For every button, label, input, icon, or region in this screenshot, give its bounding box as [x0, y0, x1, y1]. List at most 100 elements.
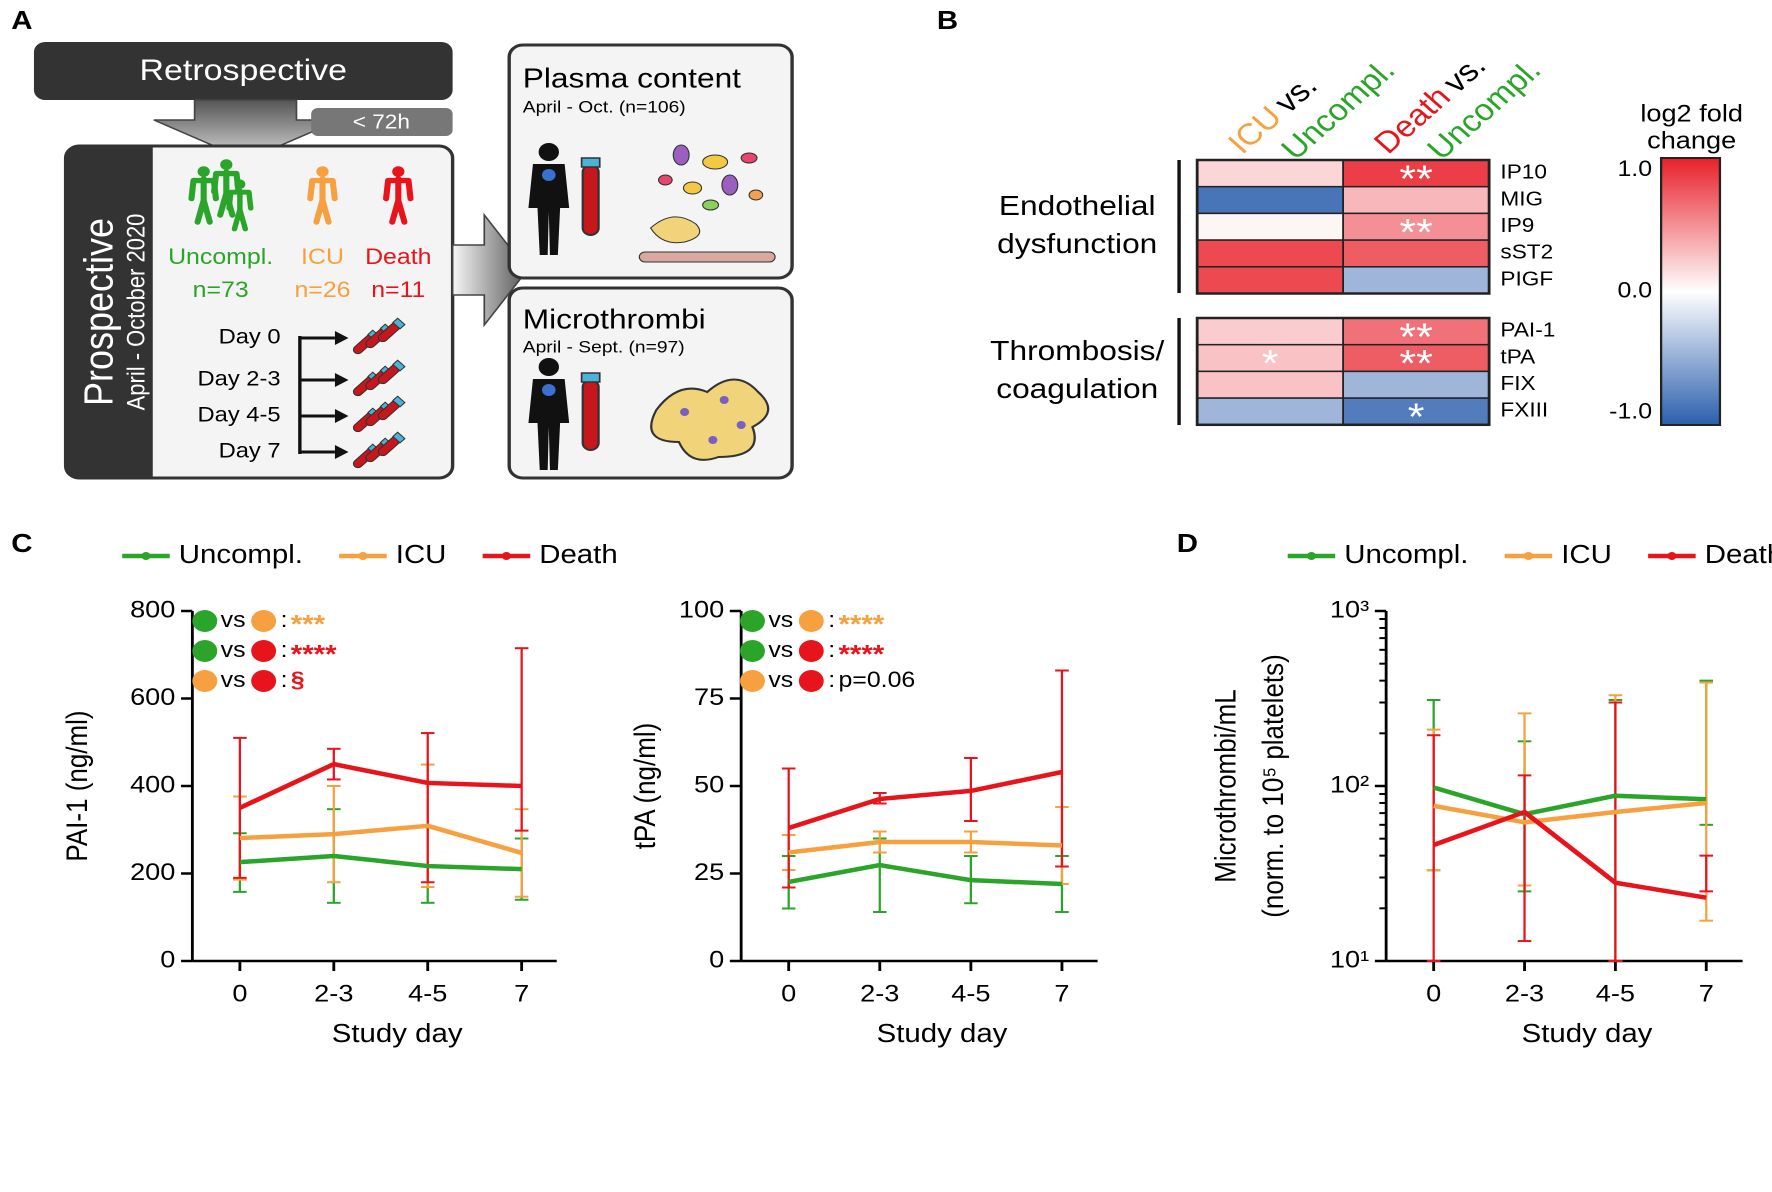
person-head	[197, 166, 210, 178]
sig-vs: vs	[768, 667, 793, 691]
series-line	[239, 853, 522, 872]
y-tick-label: 10²	[1330, 772, 1370, 798]
group-label: Thrombosis/	[990, 335, 1165, 366]
delay-box	[311, 108, 453, 136]
legend-label: Uncompl.	[179, 539, 303, 568]
body-icon	[528, 143, 601, 255]
sample-tube	[581, 379, 600, 451]
x-axis-label: Study day	[1522, 1018, 1653, 1047]
series-line	[787, 769, 1063, 831]
person-head	[234, 179, 246, 189]
row-label: IP9	[1500, 214, 1534, 236]
heatmap-cell	[1196, 239, 1344, 268]
row-label: PIGF	[1500, 268, 1553, 290]
heatmap-cell	[1196, 159, 1344, 188]
row-label: PAI-1	[1500, 319, 1555, 341]
person-head	[220, 159, 233, 171]
heatmap-border	[1195, 316, 1491, 427]
heatmap-cell	[1196, 212, 1344, 241]
legend-dot	[1306, 552, 1316, 560]
y-tick-label: 25	[694, 859, 724, 885]
legend-dot	[141, 552, 151, 560]
heatmap-cell	[1196, 266, 1344, 295]
sample-cap	[580, 372, 601, 383]
prospective-period: April - October 2020	[122, 214, 150, 411]
group-n: n=26	[294, 277, 350, 301]
delay-label: < 72h	[353, 110, 410, 132]
heatmap-cell	[1342, 185, 1490, 215]
legend-dot	[358, 552, 368, 560]
x-tick-label: 7	[1699, 981, 1714, 1007]
x-tick-label: 4-5	[1596, 981, 1635, 1007]
retro-label: Retrospective	[140, 53, 347, 87]
group-name: ICU	[301, 244, 344, 268]
tube-icon	[377, 395, 406, 421]
series-line	[788, 839, 1063, 855]
body-shape	[528, 164, 570, 255]
right-arrow	[451, 212, 529, 328]
x-tick-label: 2-3	[314, 981, 353, 1007]
x-tick-label: 0	[781, 981, 796, 1007]
heatmap-border	[1195, 158, 1491, 295]
colorbar-tick-label: 0.0	[1617, 278, 1652, 302]
group-name: Uncompl.	[168, 244, 273, 268]
diagram: Retrospective < 72h Prospective April - …	[33, 42, 794, 480]
output-period: April - Sept. (n=97)	[523, 338, 685, 357]
sig-vs: vs	[221, 637, 246, 661]
colorbar-tick-label: 1.0	[1617, 156, 1652, 180]
legend-label: Death	[1705, 539, 1772, 568]
group-label: coagulation	[996, 373, 1158, 404]
series-line	[239, 823, 523, 856]
sample-tube	[581, 164, 600, 236]
heatmap-cell	[1342, 397, 1490, 426]
sig-dot	[251, 640, 277, 662]
x-tick-label: 4-5	[951, 981, 990, 1007]
heatmap-cell	[1342, 266, 1490, 295]
heatmap-cell	[1342, 239, 1490, 268]
y-tick-label: 400	[130, 772, 175, 798]
group-n: n=73	[193, 277, 249, 301]
body-icon	[528, 358, 601, 470]
person-icon	[226, 179, 254, 232]
x-axis-label: Study day	[877, 1018, 1008, 1047]
output-title: Microthrombi	[523, 304, 706, 335]
plasma-box	[507, 43, 794, 280]
person-icon	[383, 166, 414, 225]
x-tick-label: 7	[514, 981, 529, 1007]
sig-dot	[798, 670, 824, 692]
prospective-strip	[65, 146, 153, 478]
sig-dot	[798, 640, 824, 662]
sig-sep: :	[281, 667, 288, 691]
y-tick-label: 0	[160, 947, 175, 973]
y-axis-label: (norm. to 10⁵ platelets)	[1257, 654, 1290, 918]
colorbar-title: change	[1647, 128, 1736, 154]
output-title: Plasma content	[523, 63, 742, 94]
row-label: IP10	[1500, 161, 1547, 183]
person-body	[188, 176, 219, 225]
down-arrow	[153, 99, 340, 161]
x-axis-label: Study day	[332, 1018, 463, 1047]
legend-label: ICU	[396, 539, 447, 568]
sig-dot	[192, 670, 218, 692]
colorbar-title: log2 fold	[1640, 101, 1743, 127]
y-tick-label: 600	[130, 684, 175, 710]
sig-result: ****	[291, 639, 337, 668]
sig-dot	[740, 640, 765, 662]
tube-icon	[377, 317, 406, 343]
day-label: Day 4-5	[197, 403, 280, 426]
sig-sep: :	[828, 637, 835, 661]
body-shape	[528, 379, 570, 470]
panel-label: A	[11, 5, 32, 34]
sig-vs: vs	[768, 607, 793, 631]
arrowhead	[334, 445, 349, 459]
row-label: sST2	[1500, 241, 1553, 263]
sig-dot	[798, 610, 824, 632]
sig-sep: :	[828, 667, 835, 691]
series-line	[1432, 785, 1707, 817]
x-tick-label: 7	[1054, 981, 1069, 1007]
x-tick-label: 0	[1426, 981, 1441, 1007]
body-mark	[542, 169, 556, 181]
heatmap-cell	[1196, 397, 1344, 426]
header-part: ICU	[1221, 100, 1289, 160]
